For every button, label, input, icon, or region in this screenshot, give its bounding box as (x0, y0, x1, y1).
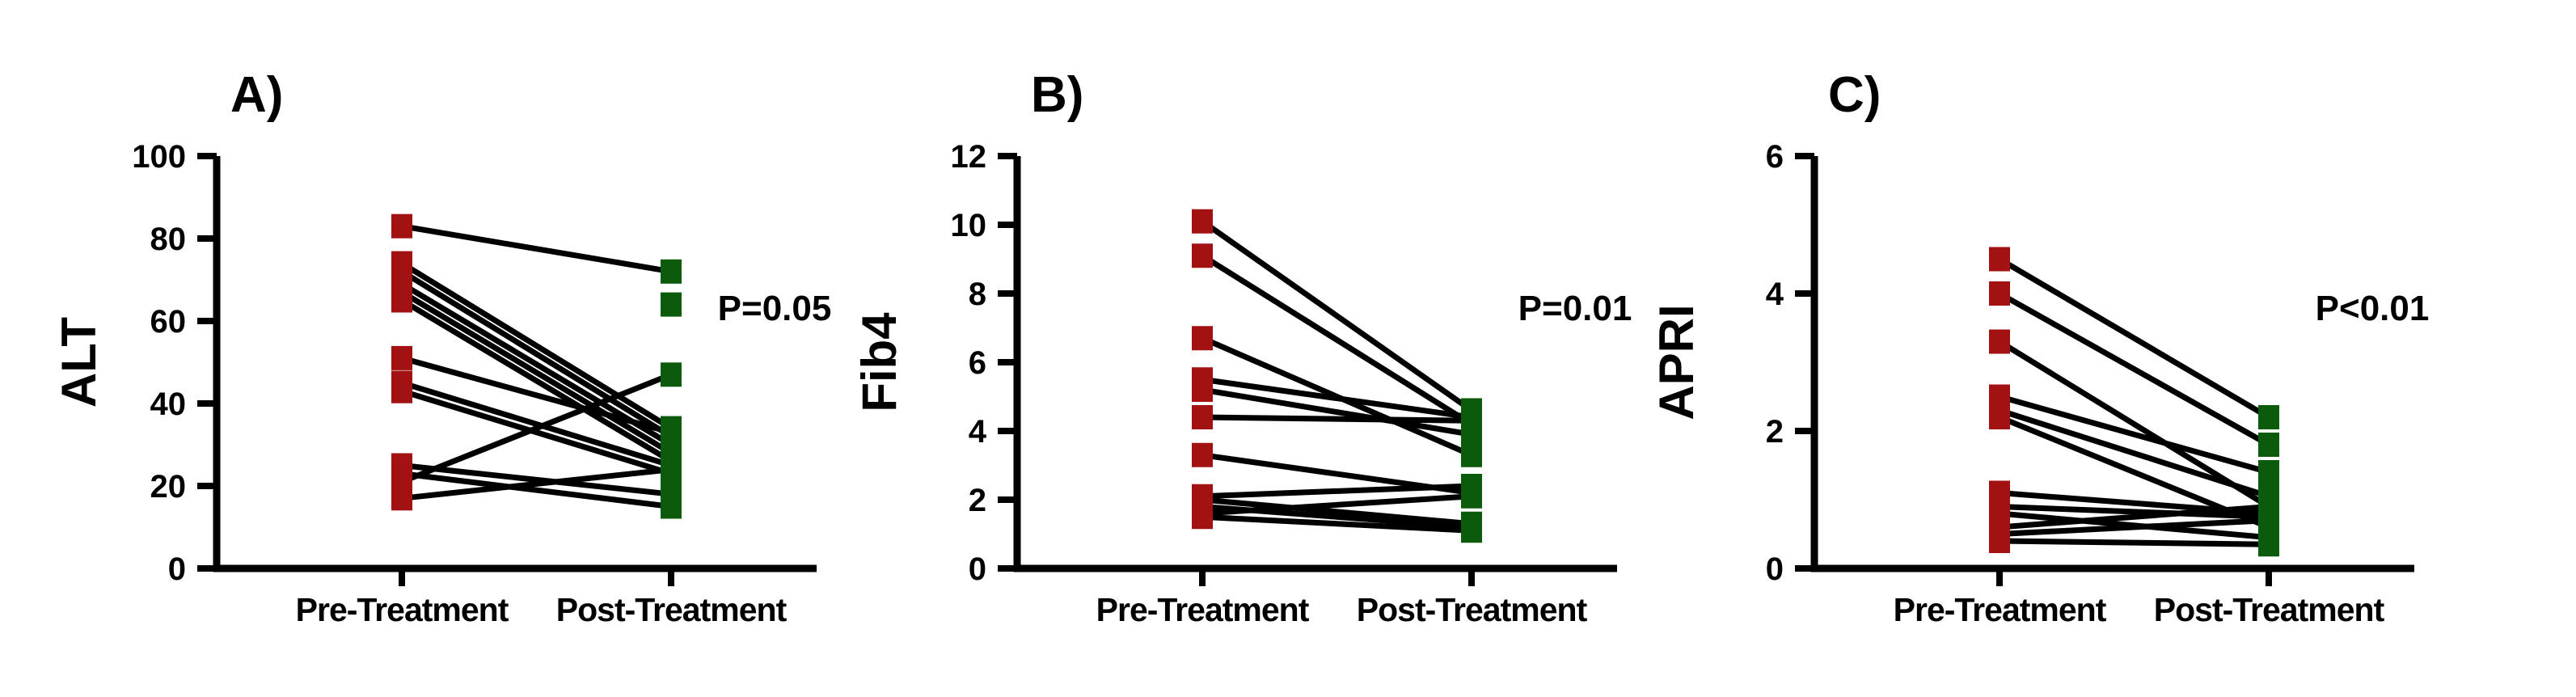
post-treatment-marker (661, 259, 682, 284)
pair-line (400, 268, 673, 439)
y-tick-label: 2 (1766, 414, 1784, 450)
pre-treatment-marker (1989, 247, 2010, 272)
post-treatment-marker (1461, 484, 1482, 509)
y-tick-label: 0 (1766, 551, 1784, 587)
y-tick-label: 0 (969, 551, 986, 587)
y-tick-label: 60 (150, 304, 187, 340)
chart-panel-b: 0 2 4 6 8 10 12 Pre-Treatment Post-Treatment B) Fi… (852, 67, 1632, 628)
pre-treatment-marker (1192, 209, 1213, 234)
p-value-label: P=0.05 (718, 289, 832, 328)
pair-line (400, 380, 673, 468)
x-tick-label-pre-treatment: Pre-Treatment (1894, 591, 2107, 628)
pair-line (400, 289, 673, 456)
y-tick-label: 0 (168, 551, 186, 587)
post-treatment-marker (1461, 442, 1482, 467)
pre-treatment-marker (391, 213, 412, 239)
p-value-label: P=0.01 (1518, 289, 1632, 328)
pair-line (400, 372, 673, 485)
post-treatment-marker (2258, 433, 2279, 457)
pre-treatment-marker (1192, 405, 1213, 429)
pair-line (401, 471, 672, 509)
post-treatment-marker (1461, 408, 1482, 433)
x-tick-label-pre-treatment: Pre-Treatment (296, 591, 509, 628)
y-axis-title: APRI (1649, 304, 1704, 420)
chart-panel-c: 0 2 4 6 Pre-Treatment Post-Treatment C) APRI P<0… (1649, 67, 2429, 628)
pre-treatment-marker (1989, 529, 2010, 553)
pre-treatment-marker (1192, 326, 1213, 351)
y-tick-label: 6 (1766, 139, 1784, 175)
post-treatment-marker (661, 457, 682, 482)
pre-treatment-marker (1192, 243, 1213, 268)
panel-title: A) (230, 67, 283, 123)
pair-line (1999, 538, 2270, 547)
y-tick-label: 80 (150, 222, 187, 257)
x-tick-label-post-treatment: Post-Treatment (556, 591, 788, 628)
pre-treatment-marker (1192, 378, 1213, 402)
y-tick-label: 10 (951, 208, 987, 243)
pre-treatment-marker (1989, 281, 2010, 306)
post-treatment-marker (661, 292, 682, 317)
chart-panel-a: 0 20 40 60 80 100 Pre-Treatment Post-Treatment A… (52, 67, 831, 628)
x-tick-label-post-treatment: Post-Treatment (1357, 591, 1588, 628)
pair-line (401, 223, 672, 275)
y-tick-label: 2 (969, 483, 986, 518)
pre-treatment-marker (391, 288, 412, 313)
post-treatment-marker (661, 420, 682, 445)
pre-treatment-marker (1989, 405, 2010, 429)
pre-treatment-marker (391, 378, 412, 403)
y-tick-label: 4 (1766, 277, 1784, 312)
pair-line (1998, 256, 2270, 420)
pair-line (1999, 504, 2270, 520)
pair-line (1201, 483, 1472, 500)
pre-treatment-marker (1192, 442, 1213, 467)
pair-line (400, 298, 673, 464)
y-tick-label: 8 (969, 277, 986, 312)
panel-title: B) (1031, 67, 1083, 123)
pair-line (1201, 253, 1473, 427)
p-value-label: P<0.01 (2316, 289, 2430, 328)
post-treatment-marker (2258, 460, 2279, 484)
x-tick-label-post-treatment: Post-Treatment (2154, 591, 2385, 628)
post-treatment-marker (661, 494, 682, 519)
pair-line (1201, 387, 1472, 437)
post-treatment-marker (1461, 518, 1482, 543)
pair-line (1999, 504, 2270, 530)
y-tick-label: 4 (969, 414, 987, 450)
y-tick-label: 40 (150, 387, 187, 422)
pair-line (1201, 414, 1472, 424)
pair-line (1998, 290, 2270, 448)
post-treatment-marker (2258, 532, 2279, 557)
y-tick-label: 20 (150, 469, 187, 505)
pair-line (400, 260, 673, 431)
pair-line (400, 388, 673, 477)
y-axis-title: ALT (52, 317, 106, 408)
pair-line (401, 463, 672, 497)
pair-line (1999, 517, 2270, 537)
pair-line (1201, 376, 1472, 420)
pair-line (1201, 513, 1472, 534)
pair-line (401, 467, 672, 501)
y-axis-title: Fib4 (852, 312, 906, 412)
pre-treatment-marker (1989, 329, 2010, 354)
pair-line (1200, 218, 1474, 413)
y-tick-label: 100 (132, 139, 186, 175)
pair-line (1201, 493, 1472, 517)
post-treatment-marker (2258, 508, 2279, 533)
pair-line (1201, 496, 1472, 527)
pre-treatment-marker (391, 345, 412, 370)
y-tick-label: 6 (969, 345, 986, 381)
pair-line (401, 355, 672, 436)
pre-treatment-marker (1192, 505, 1213, 530)
pair-line (1998, 408, 2270, 500)
post-treatment-marker (2258, 405, 2279, 429)
pre-treatment-marker (391, 486, 412, 511)
pair-line (1999, 394, 2270, 475)
panel-title: C) (1828, 67, 1881, 123)
x-tick-label-pre-treatment: Pre-Treatment (1096, 591, 1310, 628)
y-tick-label: 12 (951, 139, 987, 175)
post-treatment-marker (661, 362, 682, 387)
